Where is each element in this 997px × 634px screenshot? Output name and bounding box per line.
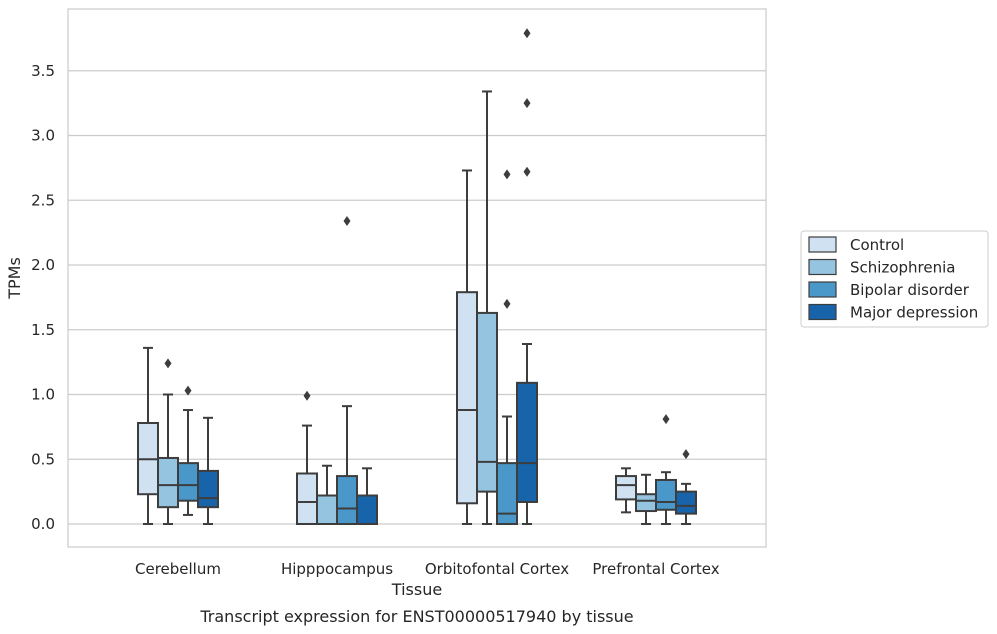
y-tick-label: 0.0 [31,515,55,533]
box-major-depression [675,449,697,525]
box-iqr [635,493,657,513]
box-control [615,467,637,514]
legend-swatch [808,236,837,253]
box-iqr [476,311,498,493]
box-schizophrenia [157,358,179,525]
y-tick-label: 3.5 [31,62,55,80]
box-iqr [655,478,677,511]
outlier-point [523,28,531,39]
legend-label: Bipolar disorder [850,281,970,299]
legend-swatch [808,258,837,276]
legend-swatch [808,281,837,298]
x-tick-label: Cerebellum [135,560,221,578]
y-tick-label: 3.0 [31,127,55,145]
legend-label: Schizophrenia [850,259,955,277]
box-iqr [157,456,179,509]
outlier-point [343,215,351,226]
box-bipolar-disorder [177,385,199,516]
x-tick-label: Hipppocampus [281,560,393,578]
y-tick-label: 1.0 [31,386,55,404]
box-bipolar-disorder [336,215,358,525]
box-iqr [197,469,219,509]
outlier-point [523,166,531,177]
x-tick-label: Prefrontal Cortex [592,560,719,578]
x-tick-labels: Cerebellum Hipppocampus Orbitofontal Corte… [135,560,720,578]
box-control [456,169,478,525]
box-bipolar-disorder [655,414,677,525]
y-tick-label: 2.5 [31,191,55,209]
box-iqr [516,381,538,503]
outlier-point [503,298,511,309]
y-axis-title: TPMs [5,257,24,300]
outlier-point [682,449,690,460]
box-control [296,390,318,525]
outlier-point [303,390,311,401]
legend-swatch [808,303,837,321]
box-iqr [615,475,637,501]
box-major-depression [197,416,219,525]
box-iqr [316,494,338,526]
legend-frame [800,230,989,328]
outlier-point [662,414,670,425]
outlier-point [523,98,531,109]
y-tick-label: 2.0 [31,256,55,274]
legend-label: Major depression [850,304,978,322]
box-iqr [296,472,318,525]
grid-lines [68,70,766,525]
outlier-point [503,169,511,180]
box-schizophrenia [316,464,338,526]
box-iqr [356,494,378,526]
legend-label: Control [850,236,904,254]
box-iqr [177,462,199,502]
x-tick-label: Orbitofontal Cortex [425,560,569,578]
x-axis-title: Tissue [391,580,442,599]
box-control [137,346,159,525]
box-bipolar-disorder [496,169,518,526]
outlier-point [164,358,172,369]
y-tick-label: 1.5 [31,321,55,339]
box-iqr [456,291,478,505]
box-iqr [336,475,358,525]
box-major-depression [356,467,378,526]
box-major-depression [516,28,538,525]
plot-frame [67,8,767,548]
y-tick-labels: 0.0 0.5 1.0 1.5 2.0 2.5 3.0 3.5 [31,62,55,533]
y-tick-label: 0.5 [31,450,55,468]
chart-caption: Transcript expression for ENST0000051794… [199,607,633,626]
box-iqr [675,490,697,515]
box-schizophrenia [635,473,657,525]
outlier-point [184,385,192,396]
box-iqr [496,462,518,526]
boxes [137,28,697,526]
box-schizophrenia [476,90,498,525]
legend: Control Schizophrenia Bipolar disorder Majo… [800,230,989,328]
